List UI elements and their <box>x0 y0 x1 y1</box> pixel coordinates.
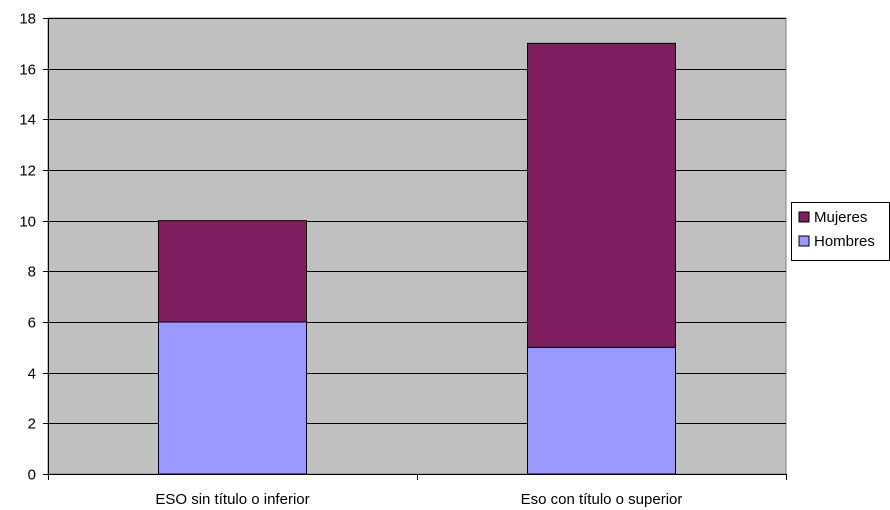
y-axis: 0 2 4 6 8 10 12 14 16 18 <box>19 11 49 484</box>
x-category-label: Eso con título o superior <box>521 491 683 508</box>
y-tick-label: 14 <box>19 112 36 129</box>
y-tick-label: 2 <box>28 416 36 433</box>
y-tick-label: 6 <box>28 315 36 332</box>
y-tick-label: 16 <box>19 62 36 79</box>
y-tick-label: 10 <box>19 214 36 231</box>
bar-segment-hombres <box>527 346 676 475</box>
legend-swatch-hombres <box>798 235 810 247</box>
legend: Mujeres Hombres <box>791 202 890 261</box>
x-axis: ESO sin título o inferior Eso con título … <box>48 474 787 508</box>
y-tick-label: 8 <box>28 264 36 281</box>
bar-segment-mujeres <box>527 42 676 348</box>
y-tick-label: 12 <box>19 163 36 180</box>
y-tick-label: 4 <box>28 366 36 383</box>
legend-label-hombres: Hombres <box>814 233 875 250</box>
bar-segment-hombres <box>158 321 307 475</box>
legend-swatch-mujeres <box>798 211 810 223</box>
bar-segment-mujeres <box>158 220 307 323</box>
y-tick-label: 0 <box>28 467 36 484</box>
y-tick-label: 18 <box>19 11 36 28</box>
bars <box>158 42 676 475</box>
x-category-label: ESO sin título o inferior <box>155 491 309 508</box>
legend-label-mujeres: Mujeres <box>814 209 867 226</box>
